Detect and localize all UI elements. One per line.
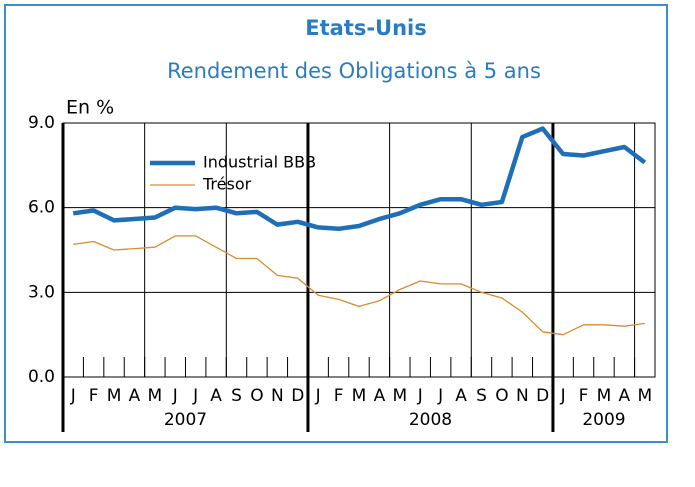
x-tick-label: D [536, 386, 549, 406]
x-tick-label: J [437, 386, 443, 406]
series-line [72, 126, 647, 232]
series-line [73, 235, 645, 336]
x-tick-label: A [129, 386, 141, 406]
year-label: 2007 [164, 410, 207, 430]
y-tick-label: 0.0 [28, 367, 55, 387]
x-tick-label: J [417, 386, 423, 406]
x-tick-label: F [579, 386, 589, 406]
y-axis-label: En % [66, 97, 114, 119]
y-tick-label: 6.0 [28, 198, 55, 218]
x-tick-label: A [374, 386, 386, 406]
y-tick-label: 3.0 [28, 282, 55, 302]
x-tick-label: S [231, 386, 242, 406]
x-tick-label: M [637, 386, 652, 406]
x-tick-label: A [455, 386, 467, 406]
chart-title: Etats-Unis [305, 16, 427, 40]
x-tick-label: N [516, 386, 529, 406]
x-tick-label: M [148, 386, 163, 406]
frame [4, 4, 668, 443]
year-label: 2008 [409, 410, 452, 430]
x-tick-label: A [210, 386, 222, 406]
x-tick-label: J [172, 386, 178, 406]
x-tick-label: D [291, 386, 304, 406]
x-tick-label: J [70, 386, 76, 406]
x-tick-label: M [392, 386, 407, 406]
x-tick-label: M [597, 386, 612, 406]
y-tick-label: 9.0 [28, 113, 55, 133]
x-tick-label: F [334, 386, 344, 406]
x-tick-label: A [619, 386, 631, 406]
legend-label: Industrial BBB [203, 153, 316, 172]
legend-label: Trésor [202, 175, 252, 194]
x-tick-label: N [271, 386, 284, 406]
x-tick-label: M [107, 386, 122, 406]
x-tick-label: O [495, 386, 508, 406]
x-tick-label: J [192, 386, 198, 406]
x-tick-label: F [89, 386, 99, 406]
x-tick-label: M [352, 386, 367, 406]
x-tick-label: S [476, 386, 487, 406]
x-tick-label: O [250, 386, 263, 406]
chart-subtitle: Rendement des Obligations à 5 ans [167, 59, 541, 83]
x-tick-label: J [560, 386, 566, 406]
x-tick-label: J [315, 386, 321, 406]
year-label: 2009 [582, 410, 625, 430]
